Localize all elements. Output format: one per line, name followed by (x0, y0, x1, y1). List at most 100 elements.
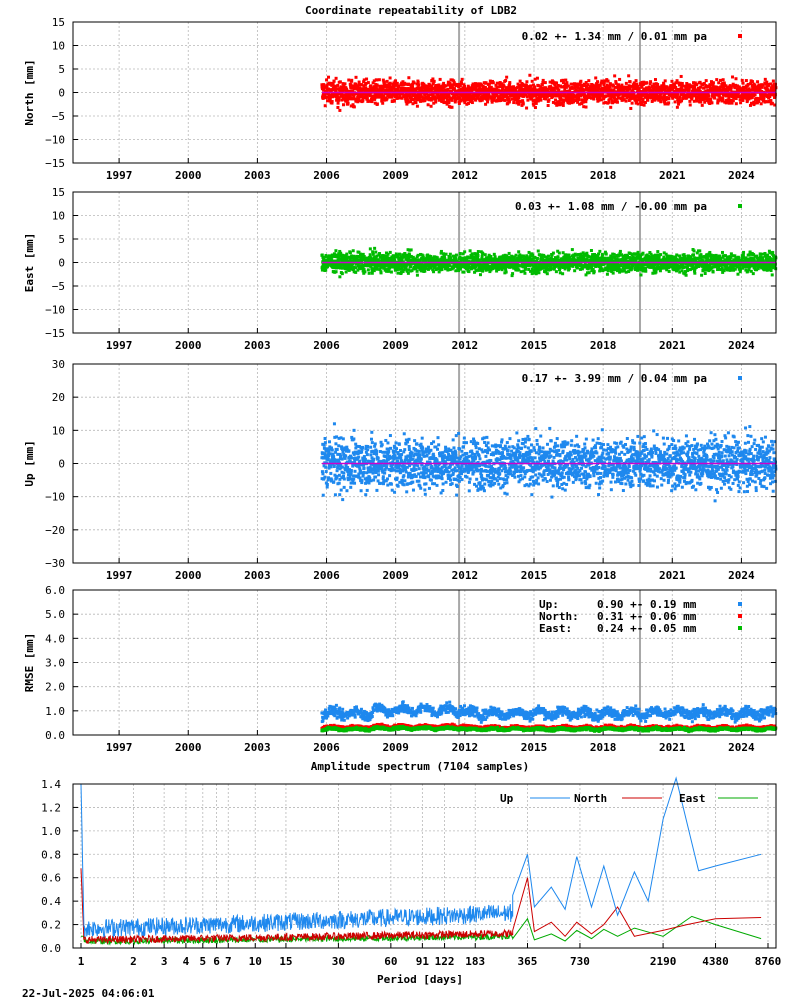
data-point (627, 270, 631, 274)
data-point (530, 267, 534, 271)
data-point (490, 88, 494, 92)
data-point (563, 82, 567, 86)
data-point (685, 86, 689, 90)
data-point (666, 261, 670, 265)
data-point (352, 267, 356, 271)
data-point (385, 79, 389, 83)
data-point (605, 272, 609, 276)
data-point (741, 81, 745, 85)
data-point (340, 272, 344, 276)
data-point (455, 93, 459, 97)
data-point (481, 269, 485, 273)
data-point (628, 252, 632, 256)
data-point (612, 96, 616, 100)
data-point (655, 85, 659, 89)
data-point (461, 93, 465, 97)
data-point (498, 95, 502, 99)
data-point (355, 84, 359, 88)
data-point (630, 266, 634, 270)
data-point (539, 265, 543, 269)
data-point (771, 84, 775, 88)
data-point (753, 93, 757, 97)
data-point (415, 273, 419, 277)
data-point (338, 249, 342, 253)
data-point (385, 83, 389, 87)
data-point (588, 85, 592, 89)
data-point (750, 96, 754, 100)
data-point (416, 253, 420, 257)
data-point (508, 265, 512, 269)
data-point (598, 249, 602, 253)
data-point (334, 76, 338, 80)
data-point (493, 255, 497, 259)
data-point (742, 86, 746, 90)
data-point (652, 266, 656, 270)
data-point (493, 95, 497, 99)
data-point (429, 104, 433, 108)
data-point (377, 88, 381, 92)
data-point (488, 79, 492, 83)
data-point (611, 271, 615, 275)
data-point (561, 272, 565, 276)
data-point (759, 102, 763, 106)
data-point (656, 250, 660, 254)
data-point (544, 86, 548, 90)
data-point (760, 85, 764, 89)
data-point (619, 264, 623, 268)
data-point (622, 98, 626, 102)
data-point (387, 83, 391, 87)
data-point (518, 255, 522, 259)
data-point (579, 252, 583, 256)
data-point (538, 87, 542, 91)
data-point (357, 92, 361, 96)
data-point (649, 252, 653, 256)
data-point (412, 81, 416, 85)
data-point (437, 97, 441, 101)
data-point (337, 252, 341, 256)
data-point (382, 264, 386, 268)
data-point (602, 101, 606, 105)
data-point (602, 83, 606, 87)
data-point (409, 95, 413, 99)
data-point (475, 268, 479, 272)
data-point (634, 94, 638, 98)
data-point (762, 96, 766, 100)
data-point (356, 98, 360, 102)
data-point (425, 92, 429, 96)
data-point (382, 94, 386, 98)
data-point (404, 100, 408, 104)
data-point (589, 248, 593, 252)
data-point (491, 92, 495, 96)
data-point (702, 86, 706, 90)
data-point (731, 75, 735, 79)
data-point (508, 82, 512, 86)
data-point (569, 82, 573, 86)
data-point (334, 88, 338, 92)
data-point (694, 88, 698, 92)
data-point (616, 262, 620, 266)
data-point (480, 98, 484, 102)
data-point (532, 103, 536, 107)
data-point (680, 86, 684, 90)
data-point (330, 100, 334, 104)
data-point (436, 88, 440, 92)
data-point (390, 95, 394, 99)
data-point (639, 254, 643, 258)
data-point (531, 87, 535, 91)
data-point (478, 92, 482, 96)
data-point (441, 89, 445, 93)
data-point (539, 94, 543, 98)
x-tick-label: 2000 (175, 339, 202, 352)
data-point (620, 253, 624, 257)
data-point (699, 100, 703, 104)
data-point (701, 98, 705, 102)
data-point (394, 87, 398, 91)
data-point (767, 82, 771, 86)
data-point (487, 94, 491, 98)
data-point (459, 88, 463, 92)
data-point (406, 98, 410, 102)
data-point (510, 274, 514, 278)
data-point (704, 79, 708, 83)
data-point (392, 93, 396, 97)
